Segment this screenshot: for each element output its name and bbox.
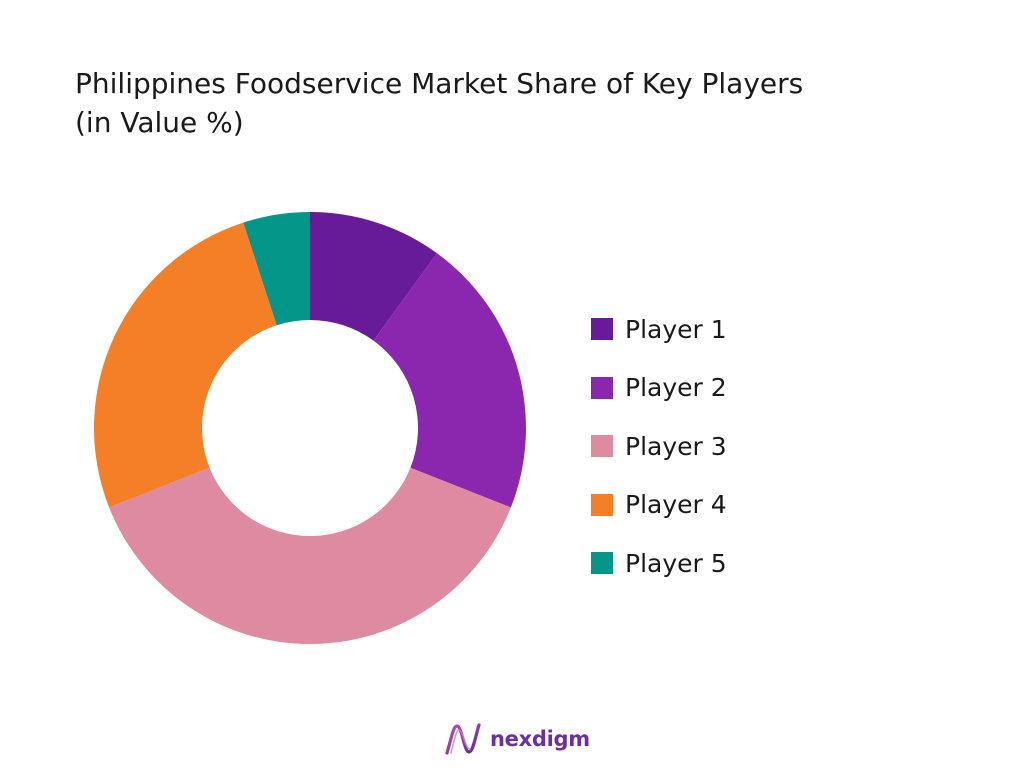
legend-swatch — [591, 435, 613, 458]
legend-label: Player 4 — [625, 490, 727, 520]
chart-title: Philippines Foodservice Market Share of … — [75, 64, 975, 142]
donut-slice-player-4 — [94, 222, 277, 508]
legend-item-player-3: Player 3 — [591, 417, 727, 476]
legend-item-player-1: Player 1 — [591, 300, 727, 359]
chart-title-line-2: (in Value %) — [75, 106, 244, 139]
donut-slice-player-3 — [109, 467, 511, 644]
chart-legend: Player 1 Player 2 Player 3 Player 4 Play… — [591, 300, 727, 593]
legend-item-player-4: Player 4 — [591, 476, 727, 535]
legend-item-player-5: Player 5 — [591, 534, 727, 593]
legend-label: Player 5 — [625, 548, 727, 578]
legend-label: Player 3 — [625, 431, 727, 461]
legend-swatch — [591, 376, 613, 399]
donut-slice-player-5 — [243, 212, 310, 326]
donut-slice-player-1 — [310, 212, 437, 341]
legend-label: Player 2 — [625, 373, 727, 403]
legend-swatch — [591, 318, 613, 341]
donut-slice-player-2 — [373, 253, 526, 508]
legend-swatch — [591, 493, 613, 516]
legend-item-player-2: Player 2 — [591, 359, 727, 418]
legend-swatch — [591, 552, 613, 575]
nexdigm-logo-icon — [445, 723, 481, 755]
legend-label: Player 1 — [625, 314, 727, 344]
nexdigm-wordmark: nexdigm — [490, 727, 590, 751]
chart-title-line-1: Philippines Foodservice Market Share of … — [75, 67, 804, 100]
nexdigm-logo: nexdigm — [444, 722, 590, 756]
